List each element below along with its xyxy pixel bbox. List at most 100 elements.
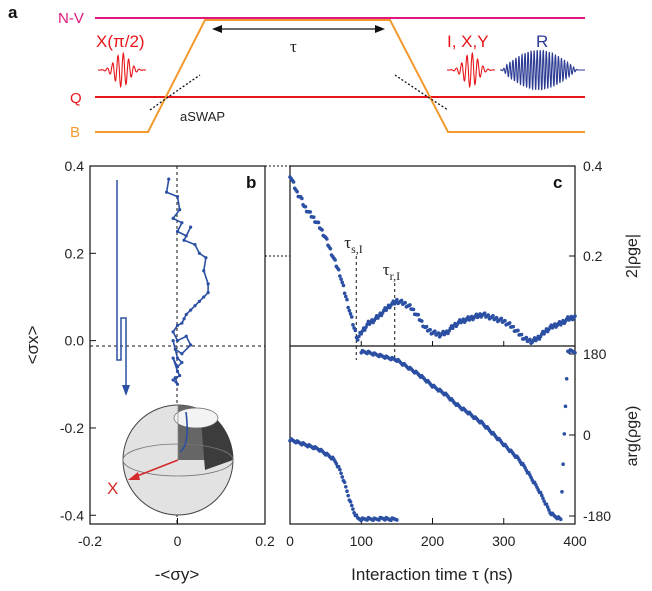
panel-c-bottom-point bbox=[344, 484, 348, 489]
bias-line bbox=[95, 19, 585, 133]
bloch-cap bbox=[173, 407, 219, 429]
panel-b-y-ticks: -0.4 -0.2 0.0 0.2 0.4 bbox=[60, 158, 96, 523]
panel-c-top-point bbox=[499, 316, 504, 321]
panel-c-top-ytick-label: 0.2 bbox=[583, 248, 603, 264]
panel-b-point bbox=[175, 369, 180, 373]
panel-b-trajectory bbox=[164, 177, 210, 386]
panel-b-point bbox=[180, 321, 184, 325]
panel-c-top-point bbox=[347, 308, 352, 313]
panel-c-top-point bbox=[348, 312, 353, 316]
panel-c-top-point bbox=[528, 337, 532, 342]
pulse-x-waveform bbox=[98, 51, 146, 89]
panel-b-point bbox=[197, 299, 201, 303]
panel-c-xlabel: Interaction time τ (ns) bbox=[351, 565, 513, 584]
panel-c-top-point bbox=[507, 321, 512, 325]
panel-c-top-point bbox=[428, 327, 432, 332]
panel-b-label: b bbox=[246, 173, 256, 192]
pulse-x-trace bbox=[98, 51, 146, 89]
bloch-sphere: X bbox=[107, 404, 234, 516]
panel-c-top-point bbox=[333, 258, 337, 262]
panel-c-bottom-point bbox=[334, 461, 339, 466]
readout-label: R bbox=[536, 32, 548, 51]
panel-c-bottom-ytick-label: -180 bbox=[583, 508, 611, 524]
panel-c-top-point bbox=[339, 277, 343, 281]
panel-b-point bbox=[184, 234, 188, 238]
panel-c-top-point bbox=[291, 180, 296, 184]
nv-label: N-V bbox=[58, 10, 84, 27]
panel-b-ytick-label: 0.4 bbox=[65, 158, 85, 174]
panel-c-bottom-ylabel: arg(ρge) bbox=[624, 406, 641, 467]
panel-b-point bbox=[182, 238, 186, 242]
panel-c-top-point bbox=[399, 298, 404, 303]
panel-c-top-point bbox=[336, 267, 341, 272]
panel-c-top-point bbox=[344, 294, 348, 299]
pulse-ixy-trace bbox=[447, 51, 495, 89]
panel-b-point bbox=[178, 373, 182, 378]
panel-b-x-ticks: -0.2 0 0.2 bbox=[78, 518, 275, 549]
panel-b-point bbox=[180, 352, 184, 356]
panel-c-bottom-y-ticks: 180 0 -180 bbox=[569, 346, 611, 524]
panel-c-top-point bbox=[357, 334, 361, 339]
panel-c-bottom-point bbox=[351, 507, 355, 511]
panel-c-top-point bbox=[364, 325, 368, 329]
panel-c-top-point bbox=[346, 305, 350, 310]
panel-c-top-point bbox=[494, 315, 499, 320]
panel-c-annotations: τs,I τr,I bbox=[344, 233, 400, 360]
panel-c-top-point bbox=[320, 228, 324, 232]
panel-c-bottom-point bbox=[563, 404, 568, 409]
panel-c-top-y-ticks: 0.4 0.2 bbox=[569, 158, 603, 264]
panel-c-top-point bbox=[349, 315, 354, 319]
panel-b-point bbox=[171, 216, 175, 220]
panel-c-top-point bbox=[411, 307, 416, 312]
panel-c: c τs,I τr,I 0 100 200 300 400 0.4 0.2 180 0 -180… bbox=[265, 158, 641, 584]
panel-c-top-point bbox=[295, 189, 299, 194]
panel-c-top-point bbox=[351, 323, 355, 327]
panel-c-bottom-point bbox=[539, 493, 544, 498]
bloch-x-label: X bbox=[107, 479, 118, 498]
panel-c-bottom-point bbox=[348, 499, 353, 504]
panel-b-point bbox=[175, 229, 180, 234]
panel-c-bottom-point bbox=[336, 464, 341, 469]
panel-b-point bbox=[173, 376, 177, 380]
panel-c-bottom-point bbox=[562, 432, 567, 436]
panel-b-point bbox=[178, 208, 182, 212]
panel-c-top-point bbox=[491, 314, 495, 318]
panel-b-point bbox=[171, 356, 175, 360]
panel-c-bottom-point bbox=[564, 376, 569, 381]
panel-b-point bbox=[202, 269, 206, 273]
panel-c-top-ylabel: 2|ρge| bbox=[624, 234, 641, 278]
panel-a-label: a bbox=[8, 3, 18, 22]
panel-b: b -0.4-0.20.00.20.4 -0.2 0 0.2 <σx> -<σy> … bbox=[23, 158, 275, 584]
aswap-curve-right bbox=[394, 74, 449, 111]
panel-c-top-point bbox=[482, 311, 487, 316]
panel-c-top-point bbox=[345, 297, 349, 302]
panel-c-bottom-point bbox=[573, 350, 577, 355]
panel-c-xtick-label: 400 bbox=[563, 533, 587, 549]
bloch-x-vector-head bbox=[128, 472, 140, 480]
panel-b-point bbox=[202, 295, 206, 299]
panel-b-point bbox=[193, 242, 197, 247]
panel-c-top-point bbox=[403, 300, 407, 305]
q-label: Q bbox=[70, 90, 82, 107]
panel-b-ytick-label: -0.2 bbox=[60, 420, 84, 436]
panel-c-top-point bbox=[433, 329, 437, 334]
panel-c-top-point bbox=[516, 328, 520, 333]
trajectory-arrow-head bbox=[122, 385, 130, 396]
bloch-x-vector bbox=[131, 459, 179, 479]
panel-c-top-point bbox=[300, 196, 304, 201]
panel-c-x-ticks: 0 100 200 300 400 bbox=[286, 341, 587, 549]
panel-c-top-point bbox=[486, 313, 491, 317]
panel-b-point bbox=[180, 221, 184, 225]
panel-c-bottom-data bbox=[288, 348, 577, 523]
panel-c-top-point bbox=[359, 332, 364, 336]
panel-b-point bbox=[175, 323, 180, 327]
panel-b-point bbox=[171, 378, 175, 382]
panel-c-top-point bbox=[363, 328, 367, 332]
pulse-ixy-waveform bbox=[447, 51, 495, 89]
panel-b-point bbox=[204, 256, 208, 260]
panel-b-point bbox=[175, 382, 180, 386]
panel-b-point bbox=[193, 304, 197, 308]
panel-b-point bbox=[189, 225, 193, 229]
aswap-curve-left bbox=[149, 74, 201, 111]
